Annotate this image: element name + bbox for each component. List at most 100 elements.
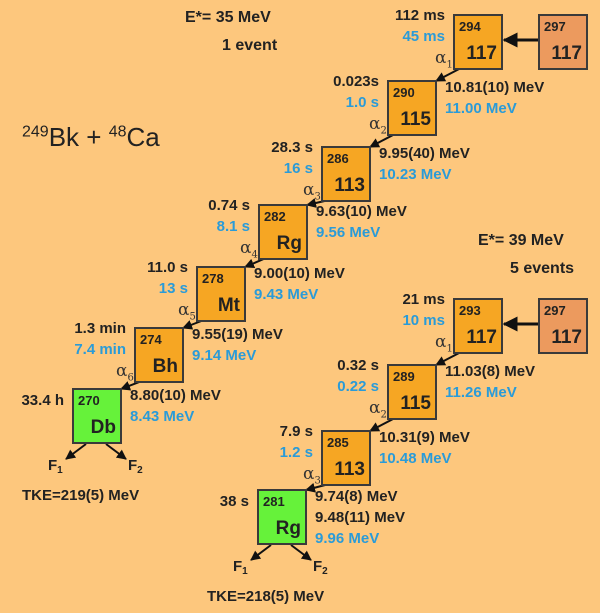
alpha-energy-theory: 9.43 MeV (254, 286, 319, 303)
alpha-energy-theory: 11.00 MeV (445, 100, 517, 117)
target-mass: 249 (22, 123, 49, 141)
alpha-index: 3 (314, 475, 321, 487)
alpha-decay-arrow (369, 417, 396, 432)
alpha-energy-exp: 9.48(11) MeV (315, 509, 406, 526)
mass-number: 281 (263, 494, 285, 509)
alpha-energy-theory: 9.14 MeV (192, 347, 257, 364)
fragment-label: F (313, 558, 323, 575)
element-symbol: 115 (400, 393, 431, 414)
half-life-theory: 13 s (158, 280, 188, 297)
alpha-energy-exp: 9.55(19) MeV (192, 326, 283, 343)
nucleus-box: 289 115 (387, 364, 437, 420)
compound-nucleus-box: 297 117 (538, 298, 588, 354)
mass-number: 294 (459, 19, 481, 34)
fission-fragment-2: F2 (313, 558, 328, 577)
fragment-index: 2 (322, 566, 328, 577)
tke-label: TKE=219(5) MeV (22, 487, 140, 504)
fragment-label: F (233, 558, 243, 575)
alpha-energy-exp: 10.81(10) MeV (445, 79, 545, 96)
half-life-theory: 7.4 min (74, 341, 126, 358)
beam-symbol: Ca (126, 122, 160, 152)
nucleus-box: 294 117 (453, 14, 503, 70)
alpha-index: 3 (314, 191, 321, 203)
mass-number: 278 (202, 271, 224, 286)
alpha-energy-exp: 9.74(8) MeV (315, 488, 398, 505)
fission-fragment-1: F1 (48, 457, 63, 476)
chain2-excitation: E*= 39 MeV (478, 232, 564, 249)
alpha-symbol: α (435, 332, 447, 352)
element-symbol: 117 (551, 327, 582, 348)
alpha-energy-exp: 9.95(40) MeV (379, 145, 470, 162)
half-life-exp: 0.32 s (337, 357, 379, 374)
alpha-symbol: α (303, 180, 315, 200)
fragment-label: F (48, 457, 58, 474)
nucleus-box: 270 Db (72, 388, 122, 444)
nucleus-box: 274 Bh (134, 327, 184, 383)
nucleus-box: 290 115 (387, 80, 437, 136)
alpha-index: 4 (251, 249, 258, 261)
nucleus-box: 282 Rg (258, 204, 308, 260)
fission-fragment-1: F1 (233, 558, 248, 577)
alpha-decay-label: α3 (303, 464, 321, 486)
element-symbol: Rg (276, 233, 302, 254)
fission-fragment-2: F2 (128, 458, 143, 476)
alpha-decay-label: α1 (435, 48, 453, 70)
element-symbol: Rg (275, 518, 301, 539)
half-life-theory: 1.2 s (279, 444, 313, 461)
alpha-energy-theory: 11.26 MeV (445, 384, 517, 401)
half-life-exp: 0.023s (333, 73, 379, 90)
alpha-energy-theory: 10.23 MeV (379, 166, 452, 183)
fission-arrow (250, 544, 272, 561)
alpha-symbol: α (369, 398, 381, 418)
half-life-theory: 1.0 s (345, 94, 379, 111)
half-life-exp: 28.3 s (271, 139, 313, 156)
alpha-decay-arrow (369, 133, 396, 148)
alpha-decay-label: α2 (369, 114, 387, 136)
alpha-index: 1 (446, 343, 453, 355)
mass-number: 286 (327, 151, 349, 166)
half-life-exp: 1.3 min (74, 320, 126, 337)
target-symbol: Bk (48, 122, 80, 152)
element-symbol: 117 (466, 327, 497, 348)
chain1-events: 1 event (222, 37, 278, 54)
alpha-symbol: α (116, 361, 128, 381)
alpha-energy-exp: 9.63(10) MeV (316, 203, 407, 220)
chain1-excitation: E*= 35 MeV (185, 9, 271, 26)
alpha-decay-arrow (435, 67, 462, 82)
nucleus-box: 281 Rg (257, 489, 307, 545)
half-life-theory: 16 s (283, 160, 313, 177)
half-life-theory: 8.1 s (216, 218, 250, 235)
plus-sign: + (86, 122, 102, 152)
element-symbol: 117 (551, 43, 582, 64)
half-life-exp: 33.4 h (21, 392, 64, 409)
alpha-index: 6 (127, 372, 134, 384)
reaction-label: 249Bk + 48Ca (22, 122, 160, 153)
element-symbol: 113 (334, 459, 365, 480)
alpha-decay-label: α1 (435, 332, 453, 354)
fragment-index: 1 (57, 465, 63, 476)
mass-number: 282 (264, 209, 286, 224)
alpha-energy-exp: 9.00(10) MeV (254, 265, 345, 282)
alpha-decay-label: α2 (369, 398, 387, 420)
nucleus-box: 278 Mt (196, 266, 246, 322)
beam-mass: 48 (108, 123, 127, 141)
alpha-decay-label: α4 (240, 238, 258, 260)
tke-label: TKE=218(5) MeV (207, 588, 325, 605)
alpha-index: 2 (380, 125, 387, 137)
fission-arrow (105, 443, 127, 460)
alpha-energy-theory: 8.43 MeV (130, 408, 195, 425)
chain2-events: 5 events (510, 260, 575, 277)
alpha-symbol: α (435, 48, 447, 68)
alpha-symbol: α (303, 464, 315, 484)
alpha-energy-exp: 10.31(9) MeV (379, 429, 470, 446)
fragment-index: 1 (242, 566, 248, 577)
mass-number: 297 (544, 19, 566, 34)
alpha-decay-label: α5 (178, 300, 196, 322)
alpha-index: 5 (189, 311, 196, 323)
element-symbol: 113 (334, 175, 365, 196)
alpha-decay-arrow (435, 351, 462, 366)
half-life-exp: 0.74 s (208, 197, 250, 214)
mass-number: 285 (327, 435, 349, 450)
alpha-decay-label: α3 (303, 180, 321, 202)
nucleus-box: 286 113 (321, 146, 371, 202)
